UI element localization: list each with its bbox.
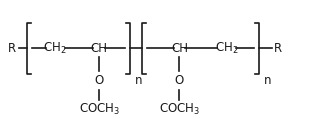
Text: CH$_2$: CH$_2$ [43, 41, 67, 56]
Text: COCH$_3$: COCH$_3$ [79, 102, 120, 117]
Text: R: R [274, 42, 282, 55]
Text: CH: CH [171, 42, 188, 55]
Text: R: R [8, 42, 17, 55]
Text: n: n [135, 74, 142, 87]
Text: CH$_2$: CH$_2$ [215, 41, 238, 56]
Text: COCH$_3$: COCH$_3$ [159, 102, 200, 117]
Text: CH: CH [91, 42, 107, 55]
Text: n: n [264, 74, 271, 87]
Text: O: O [175, 74, 184, 87]
Text: O: O [94, 74, 104, 87]
